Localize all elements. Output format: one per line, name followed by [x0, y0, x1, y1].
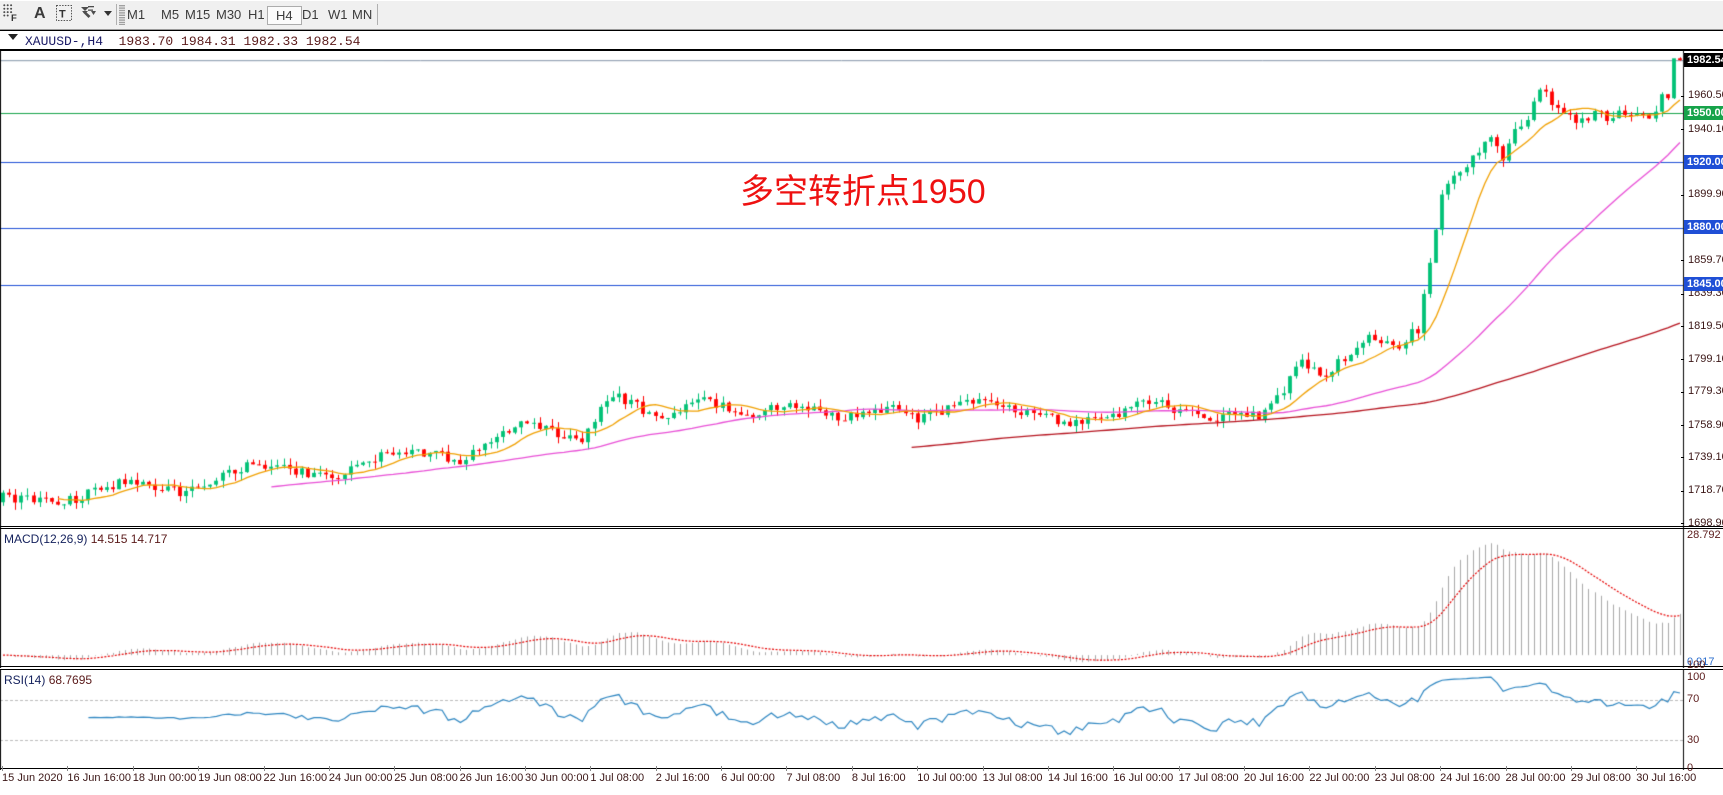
svg-text:F: F: [11, 13, 17, 24]
svg-text:T: T: [59, 9, 66, 21]
